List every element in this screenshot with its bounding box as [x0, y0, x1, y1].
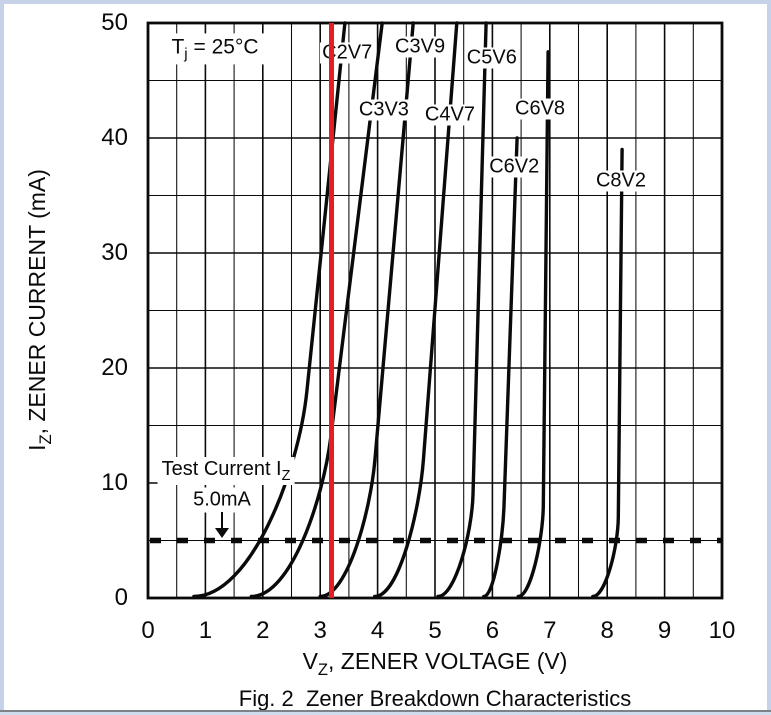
x-tick-label-0: 0 — [141, 617, 155, 644]
x-tick-label-5: 5 — [428, 617, 442, 644]
temperature-annotation: Tj = 25°C — [165, 33, 265, 65]
zener-curve-C4V7 — [373, 21, 459, 599]
x-tick-label-4: 4 — [370, 617, 385, 644]
page-border-bottom-line — [0, 710, 771, 712]
curve-label-C3V3: C3V3 — [356, 98, 411, 121]
curve-label-C6V8: C6V8 — [513, 97, 568, 120]
zener-curve-C2V7 — [192, 21, 347, 599]
curve-label-C4V7: C4V7 — [422, 103, 477, 126]
x-tick-label-1: 1 — [198, 617, 213, 644]
page-border-left — [0, 0, 4, 715]
x-tick-label-7: 7 — [543, 617, 557, 644]
zener-curve-C8V2 — [591, 147, 624, 599]
x-tick-label-9: 9 — [657, 617, 672, 644]
y-tick-label-20: 20 — [101, 354, 128, 381]
curve-label-C8V2: C8V2 — [593, 169, 648, 192]
x-axis-title: VZ, ZENER VOLTAGE (V) — [302, 648, 568, 679]
zener-curve-C3V3 — [249, 21, 384, 599]
x-tick-label-3: 3 — [313, 617, 327, 644]
down-arrow-icon — [221, 512, 223, 530]
test-current-annotation: Test Current IZ — [157, 457, 295, 485]
x-tick-label-6: 6 — [485, 617, 500, 644]
marker-line — [329, 23, 335, 598]
y-axis-title: IZ, ZENER CURRENT (mA) — [24, 169, 55, 451]
y-tick-label-30: 30 — [101, 239, 128, 266]
zener-curve-C6V2 — [482, 136, 519, 599]
figure-caption: Fig. 2 Zener Breakdown Characteristics — [238, 686, 632, 711]
curve-label-C5V6: C5V6 — [464, 46, 519, 68]
plot-frame — [146, 21, 724, 600]
page-border-top — [0, 0, 771, 4]
down-arrow-head-icon — [215, 528, 229, 538]
page-border-bottom — [0, 712, 771, 715]
curve-label-C6V2: C6V2 — [487, 155, 542, 178]
x-tick-label-10: 10 — [708, 617, 736, 644]
y-tick-label-50: 50 — [101, 9, 128, 36]
y-tick-label-40: 40 — [101, 124, 128, 151]
zener-curve-C5V6 — [436, 21, 488, 599]
y-tick-label-0: 0 — [114, 584, 128, 611]
y-tick-label-10: 10 — [101, 469, 128, 496]
zener-curve-C6V8 — [516, 50, 550, 599]
x-tick-label-2: 2 — [256, 617, 270, 644]
curve-label-C3V9: C3V9 — [393, 35, 448, 58]
x-tick-label-8: 8 — [600, 617, 614, 644]
test-current-value: 5.0mA — [189, 487, 255, 513]
page-border-right — [767, 0, 771, 715]
